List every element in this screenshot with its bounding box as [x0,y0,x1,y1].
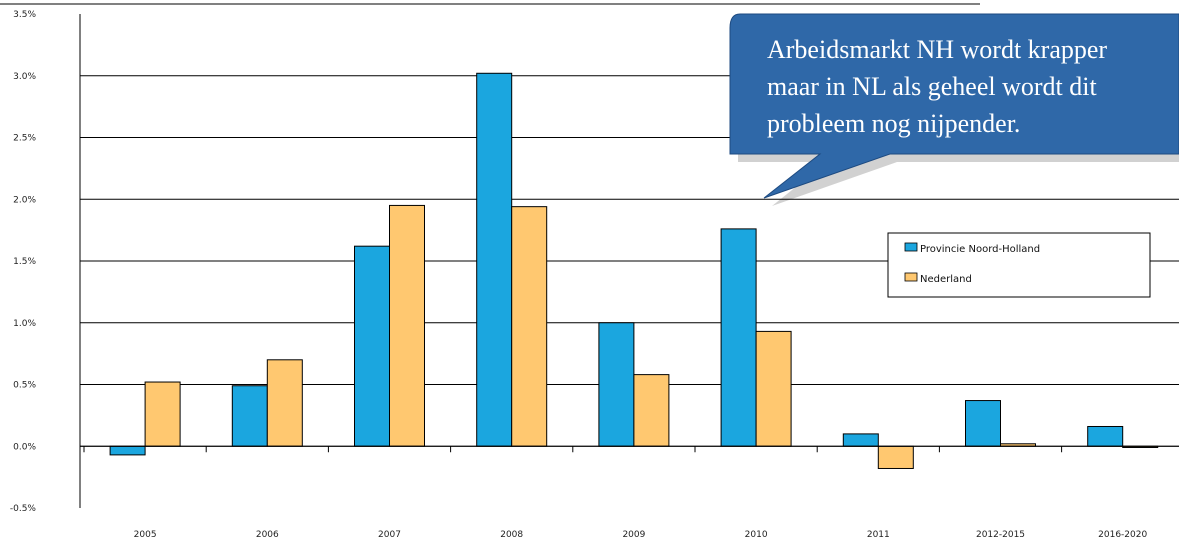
bar-nederland-2007 [389,204,425,447]
y-tick-label: 3.5% [13,10,36,20]
x-tick-label: 2012-2015 [976,530,1025,540]
y-tick-label: 2.5% [13,134,36,144]
x-tick-label: 2007 [378,530,401,540]
bar-noord-holland-2009 [598,322,635,447]
x-tick-label: 2005 [134,530,157,540]
x-tick-label: 2009 [622,530,645,540]
legend-label-nederland: Nederland [920,274,972,285]
y-tick-label: 1.0% [13,319,36,329]
y-tick-label: 0.5% [13,381,36,391]
bar-noord-holland-2008 [476,72,513,447]
callout-line-2: maar in NL als geheel wordt dit [767,72,1097,101]
x-tick-label: 2011 [867,530,890,540]
x-tick-label: 2010 [745,530,768,540]
y-tick-label: 2.0% [13,195,36,205]
bar-nederland-2011 [877,445,914,469]
bar-noord-holland-2012-2015 [965,400,1001,447]
callout-bubble [729,13,1179,199]
legend-box [887,232,1151,298]
bar-noord-holland-2007 [354,245,390,447]
callout-line-3: probleem nog nijpender. [767,109,1020,138]
legend-label-noord-holland: Provincie Noord-Holland [920,244,1040,255]
bar-noord-holland-2011 [842,433,879,447]
bar-noord-holland-2006 [231,385,268,447]
bar-nederland-2006 [266,359,303,447]
x-tick-label: 2006 [256,530,279,540]
legend-swatch-noord-holland [904,242,918,252]
bar-nederland-2009 [633,374,670,447]
x-axis [80,445,1179,453]
y-tick-label: 1.5% [13,257,36,267]
bar-nederland-2005 [144,381,181,447]
y-tick-label: 3.0% [13,72,36,82]
legend: Provincie Noord-Holland Nederland [887,232,1151,298]
bar-noord-holland-2016-2020 [1087,425,1124,447]
y-tick-label: -0.5% [10,504,37,514]
bars [109,72,1159,469]
bar-noord-holland-2010 [720,228,757,447]
bar-nederland-2010 [755,330,792,447]
bar-noord-holland-2005 [109,445,146,456]
x-tick-label: 2016-2020 [1098,530,1147,540]
legend-swatch-nederland [904,272,918,282]
gridlines [0,3,1179,508]
callout-line-1: Arbeidsmarkt NH wordt krapper [767,35,1107,64]
bar-nederland-2008 [511,206,548,447]
x-tick-label: 2008 [500,530,523,540]
y-axis-ticks: -0.5% 0.0% 0.5% 1.0% 1.5% 2.0% 2.5% 3.0% 3.5% [10,10,37,514]
y-tick-label: 0.0% [13,442,36,452]
x-axis-ticks: 2005 2006 2007 2008 2009 2010 2011 2012-2015 201… [134,530,1148,540]
speech-callout: Arbeidsmarkt NH wordt krapper maar in NL… [729,13,1179,206]
